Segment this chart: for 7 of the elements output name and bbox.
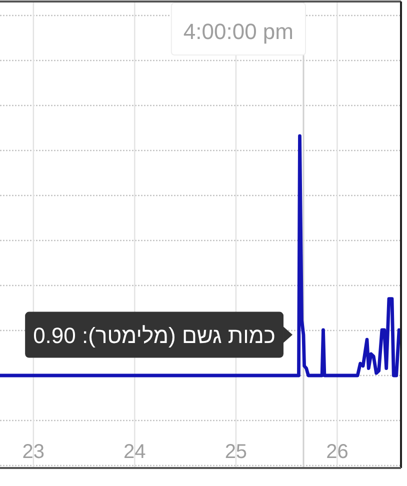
- x-tick-label: 25: [224, 441, 248, 463]
- x-tick-label: 24: [124, 441, 146, 463]
- annotation-tooltip: כמות גשם (מלימטר): 0.90: [25, 312, 292, 358]
- annotation-header: 4:00:00 pm: [170, 2, 306, 56]
- annotation: כמות גשם (מלימטר): 0.90: [33, 322, 276, 348]
- x-tick-label: 26: [326, 441, 348, 463]
- x-tick-label: 23: [22, 441, 45, 463]
